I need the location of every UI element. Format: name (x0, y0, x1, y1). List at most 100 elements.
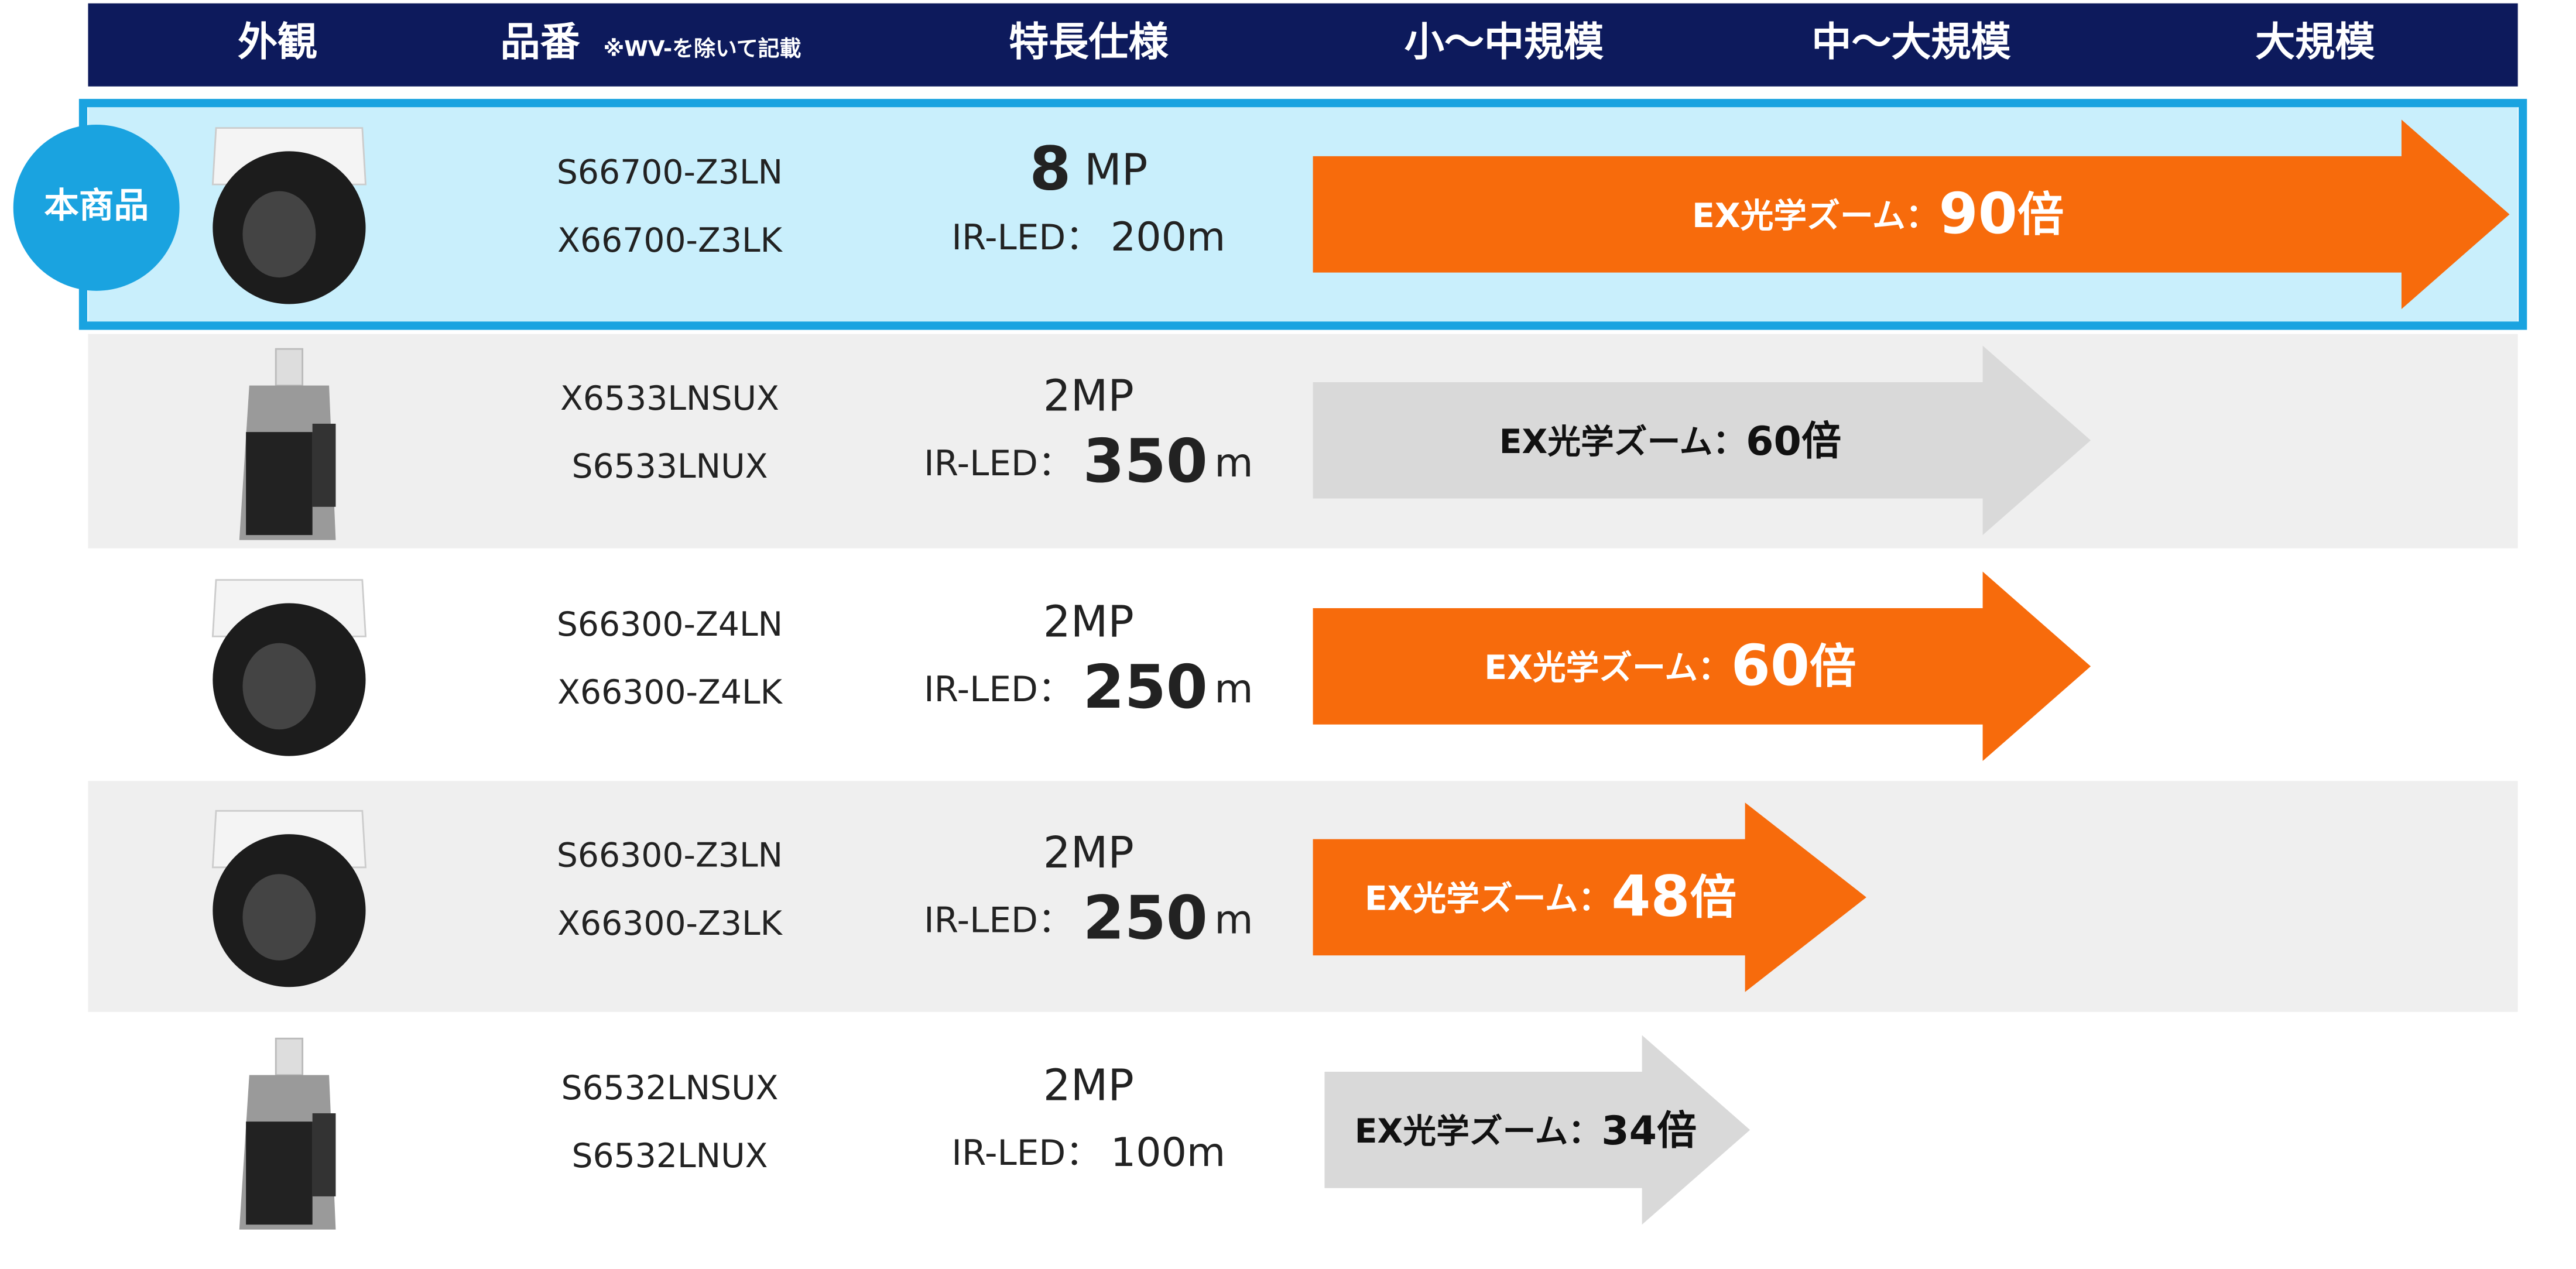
header-label: 小〜中規模 (1405, 19, 1604, 66)
ir-value: 100 (1111, 1129, 1187, 1175)
camera-image (239, 348, 336, 540)
camera-lens (242, 643, 316, 730)
camera-side (312, 1113, 336, 1196)
header-label: 外観 (238, 19, 317, 66)
zoom-unit: 倍 (2017, 187, 2064, 242)
ir-value: 250 (1083, 653, 1208, 722)
ir-unit: m (1187, 1129, 1225, 1175)
resolution: 2MP (1043, 371, 1134, 421)
zoom-arrow (1313, 802, 1866, 992)
zoom-arrow (1324, 1035, 1751, 1225)
zoom-label: EX光学ズーム：90倍 (1692, 180, 2064, 246)
ir-label: IR-LED： (924, 900, 1073, 941)
header-label: 大規模 (2255, 19, 2375, 66)
model-number: X66300-Z4LK (557, 673, 783, 712)
ir-value: 200 (1111, 214, 1187, 260)
resolution-unit: MP (1071, 828, 1134, 878)
ir-label: IR-LED： (924, 443, 1073, 483)
zoom-value: 34 (1601, 1108, 1657, 1154)
ir-label: IR-LED： (951, 217, 1100, 258)
camera-image (211, 810, 367, 987)
row-background (88, 1021, 2518, 1247)
zoom-label: EX光学ズーム：60倍 (1499, 419, 1841, 465)
ir-unit: m (1214, 666, 1253, 712)
ir-unit: m (1214, 440, 1253, 486)
model-number: X66300-Z3LK (557, 904, 783, 943)
zoom-arrow (1313, 571, 2091, 762)
resolution-value: 2 (1043, 596, 1071, 647)
zoom-value: 48 (1611, 863, 1690, 930)
row-background (88, 334, 2518, 548)
camera-pole (275, 1037, 304, 1076)
row-background (88, 781, 2518, 1012)
ir-led: IR-LED： 350 m (924, 427, 1253, 496)
ir-label: IR-LED： (951, 1133, 1100, 1174)
resolution-value: 2 (1043, 1060, 1071, 1110)
camera-lens (242, 874, 316, 961)
header-note: ※WV-を除いて記載 (603, 36, 801, 61)
zoom-arrow (1313, 345, 2091, 536)
header-label: 中〜大規模 (1811, 19, 2011, 66)
model-number: S6532LNUX (571, 1137, 768, 1175)
zoom-label: EX光学ズーム：48倍 (1365, 863, 1736, 930)
badge-circle (13, 124, 180, 291)
zoom-label: EX光学ズーム：60倍 (1484, 632, 1856, 698)
ir-led: IR-LED： 250 m (924, 883, 1253, 953)
camera-image (239, 1037, 336, 1230)
resolution: 2MP (1043, 596, 1134, 647)
ir-unit: m (1214, 897, 1253, 943)
zoom-prefix: EX光学ズーム： (1484, 649, 1731, 687)
zoom-prefix: EX光学ズーム： (1692, 197, 1938, 235)
badge-label: 本商品 (44, 186, 149, 226)
ir-value: 250 (1083, 883, 1208, 953)
resolution-value: 2 (1043, 828, 1071, 878)
ir-label: IR-LED： (924, 670, 1073, 710)
camera-front (246, 1121, 313, 1225)
camera-image (211, 127, 367, 304)
camera-front (246, 432, 313, 536)
zoom-unit: 倍 (1690, 870, 1736, 925)
zoom-arrow (1313, 119, 2510, 310)
camera-lens (242, 191, 316, 278)
model-number: S66300-Z3LN (557, 836, 783, 874)
ir-led: IR-LED： 200m (951, 214, 1225, 260)
resolution: 2MP (1043, 1060, 1134, 1110)
header-label: 特長仕様 (1009, 19, 1169, 66)
resolution-unit: MP (1071, 1060, 1134, 1110)
model-number: X66700-Z3LK (557, 221, 783, 260)
ir-unit: m (1187, 214, 1225, 260)
header-label: 品番 (500, 19, 580, 66)
resolution-value: 8 (1029, 134, 1071, 204)
zoom-unit: 倍 (1810, 639, 1856, 694)
header-bar (88, 3, 2518, 87)
model-number: S66700-Z3LN (557, 153, 783, 192)
model-number: S66300-Z4LN (557, 605, 783, 644)
camera-image (211, 579, 367, 756)
model-number: S6533LNUX (571, 447, 768, 486)
zoom-value: 60 (1746, 419, 1801, 465)
zoom-label: EX光学ズーム：34倍 (1355, 1108, 1697, 1154)
ir-value: 350 (1083, 427, 1208, 496)
model-number: X6533LNSUX (560, 379, 779, 418)
resolution-value: 2 (1043, 371, 1071, 421)
resolution-unit: MP (1071, 371, 1134, 421)
zoom-prefix: EX光学ズーム： (1499, 423, 1746, 461)
resolution: 8 MP (1029, 134, 1147, 204)
resolution-unit: MP (1084, 145, 1147, 195)
zoom-prefix: EX光学ズーム： (1365, 879, 1611, 918)
zoom-unit: 倍 (1801, 419, 1841, 465)
zoom-value: 90 (1939, 180, 2017, 246)
zoom-value: 60 (1731, 632, 1810, 698)
resolution-unit: MP (1071, 596, 1134, 647)
ir-led: IR-LED： 100m (951, 1129, 1225, 1175)
model-number: S6532LNSUX (561, 1069, 778, 1107)
ir-led: IR-LED： 250 m (924, 653, 1253, 722)
camera-pole (275, 348, 304, 387)
zoom-unit: 倍 (1657, 1108, 1697, 1154)
row-background (88, 560, 2518, 773)
resolution: 2MP (1043, 828, 1134, 878)
camera-side (312, 423, 336, 507)
zoom-prefix: EX光学ズーム： (1355, 1112, 1601, 1151)
